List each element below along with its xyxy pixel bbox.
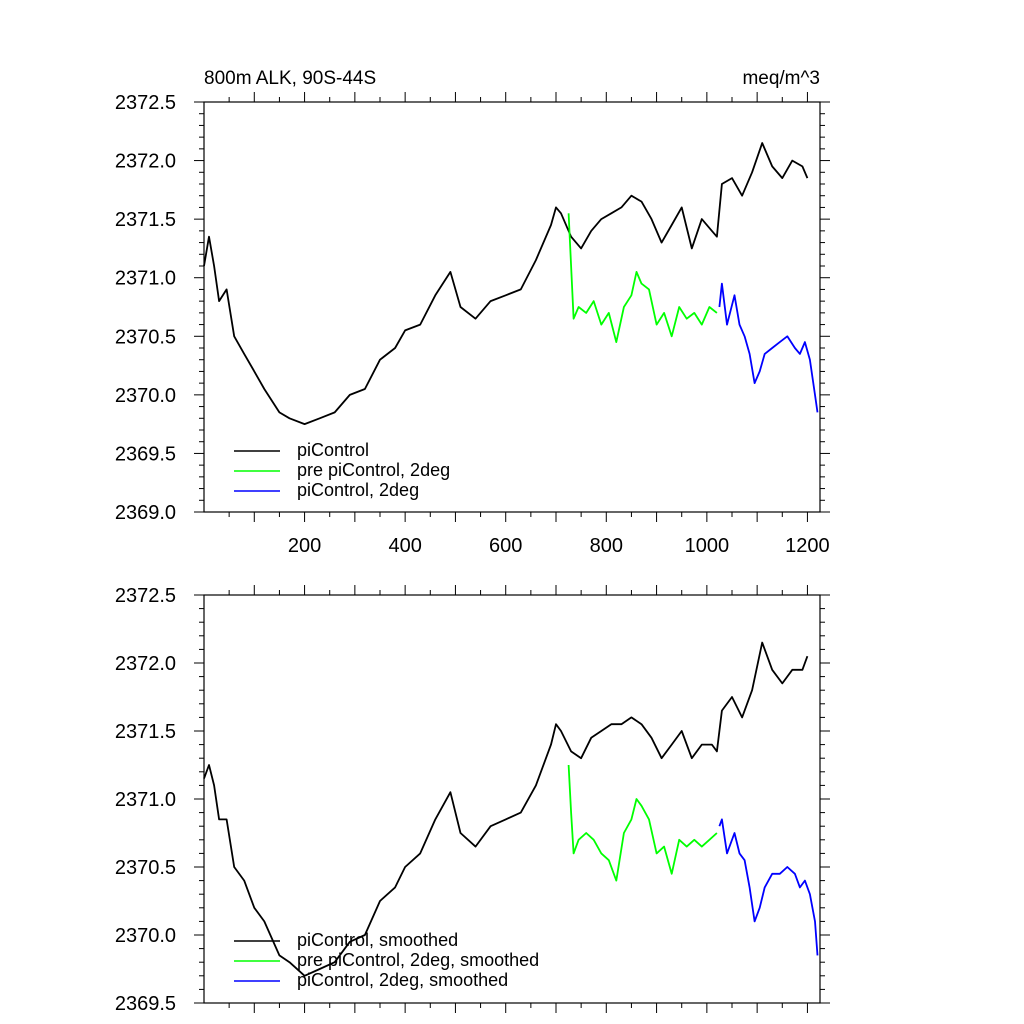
x-tick-label: 200 [288,535,321,557]
y-tick-label: 2370.0 [115,925,176,947]
legend-label: piControl [297,440,369,460]
legend-label: piControl, 2deg [297,480,419,500]
x-tick-label: 800 [590,535,623,557]
x-tick-label: 400 [388,535,421,557]
top-panel: 800m ALK, 90S-44S meq/m^3 200 400 600 800 10… [115,68,830,557]
series-line-2 [567,213,718,344]
plot-frame [203,101,821,513]
y-tick-label: 2372.5 [115,585,176,607]
legend-label: piControl, 2deg, smoothed [297,970,508,990]
legend-label: pre piControl, 2deg, smoothed [297,950,539,970]
y-tick-label: 2372.0 [115,151,176,173]
y-tick-label: 2370.0 [115,385,176,407]
units-label: meq/m^3 [742,68,820,89]
y-tick-label: 2371.0 [115,789,176,811]
chart-title: 800m ALK, 90S-44S [204,68,376,89]
series-line-3 [718,818,819,956]
series-line-1 [203,142,809,426]
y-tick-label: 2369.5 [115,443,176,465]
bottom-panel: 2369.5 2370.0 2370.5 2371.0 2371.5 2372.0 2372… [115,585,830,1015]
plot-area [203,142,819,426]
y-tick-label: 2369.0 [115,502,176,524]
x-axis [228,585,808,1013]
y-axis: 2369.0 2369.5 2370.0 2370.5 2371.0 2371.5 2372… [115,92,830,524]
x-axis: 200 400 600 800 1000 1200 [228,92,830,557]
y-tick-label: 2372.5 [115,92,176,114]
y-tick-label: 2370.5 [115,857,176,879]
y-tick-label: 2371.5 [115,721,176,743]
y-tick-label: 2372.0 [115,653,176,675]
x-tick-label: 600 [489,535,522,557]
y-axis: 2369.5 2370.0 2370.5 2371.0 2371.5 2372.0 2372… [115,585,830,1015]
y-tick-label: 2369.5 [115,993,176,1015]
y-tick-label: 2371.5 [115,209,176,231]
series-line-3 [718,282,819,413]
series-line-1 [203,641,809,977]
y-tick-label: 2370.5 [115,326,176,348]
legend-label: pre piControl, 2deg [297,460,450,480]
x-tick-label: 1200 [785,535,830,557]
series-line-2 [567,764,718,882]
legend-label: piControl, smoothed [297,930,458,950]
y-tick-label: 2371.0 [115,268,176,290]
plot-area [203,641,819,977]
x-tick-label: 1000 [685,535,730,557]
